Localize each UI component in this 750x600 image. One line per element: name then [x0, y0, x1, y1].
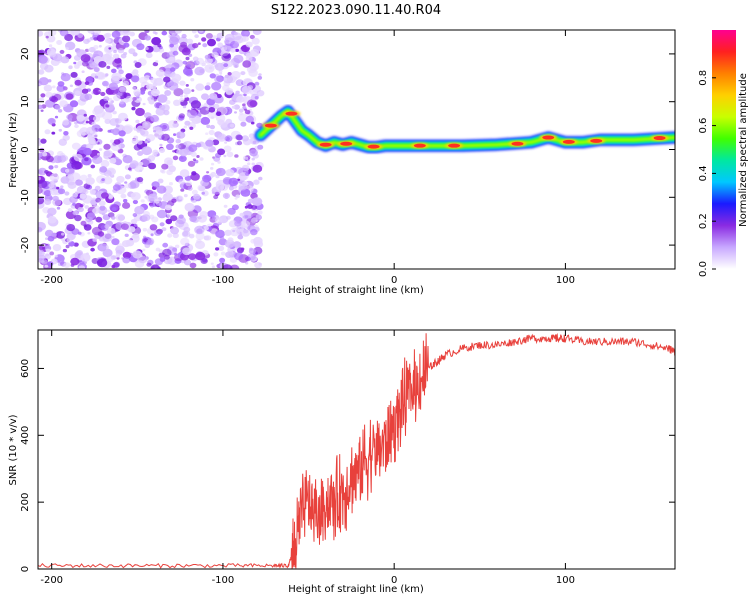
spectrogram-ytick-label: -10: [20, 189, 31, 205]
snr-xtick-label: -200: [40, 575, 63, 586]
colorbar-label: Normalized spectral amplitude: [738, 73, 749, 227]
spectrogram-xtick-label: 100: [556, 275, 575, 286]
snr-xtick-label: 100: [556, 575, 575, 586]
spectrogram-xtick-label: 0: [391, 275, 397, 286]
snr-ytick-label: 600: [20, 359, 31, 378]
spectrogram-xtick-label: -100: [212, 275, 235, 286]
colorbar: 0.0 0.2 0.4 0.6 0.8 Normalized spectral ampl…: [698, 30, 749, 277]
spectrogram-ytick-label: 0: [20, 146, 31, 152]
snr-ytick-label: 200: [20, 493, 31, 512]
noise-region: [38, 30, 265, 269]
colorbar-tick-label: 0.8: [698, 70, 709, 86]
colorbar-gradient: [712, 30, 736, 269]
snr-series-line: [38, 333, 675, 569]
colorbar-tick-label: 0.0: [698, 261, 709, 277]
spectrogram-xtick-label: -200: [40, 275, 63, 286]
spectrogram-ytick-label: 20: [20, 48, 31, 61]
colorbar-tick-label: 0.4: [698, 165, 709, 181]
spectrogram-ytick-label: -20: [20, 237, 31, 253]
snr-ytick-label: 0: [20, 566, 31, 572]
spectrogram-xlabel: Height of straight line (km): [288, 285, 424, 296]
snr-xtick-label: -100: [212, 575, 235, 586]
snr-xlabel: Height of straight line (km): [288, 584, 424, 595]
colorbar-tick-label: 0.6: [698, 118, 709, 134]
figure-title: S122.2023.090.11.40.R04: [271, 3, 441, 18]
snr-ytick-label: 400: [20, 426, 31, 445]
snr-frame: [37, 329, 676, 570]
frequency-ridge: [254, 105, 675, 154]
snr-panel: -200 -100 0 100 0 200 400 600 Height of straigh…: [8, 329, 676, 595]
snr-xtick-label: 0: [391, 575, 397, 586]
colorbar-ticks: 0.0 0.2 0.4 0.6 0.8: [698, 70, 716, 277]
spectrogram-ytick-label: 10: [20, 95, 31, 108]
colorbar-tick-label: 0.2: [698, 213, 709, 229]
spectrogram-ylabel: Frequency (Hz): [8, 112, 19, 188]
snr-ylabel: SNR (10 * v/v): [8, 414, 19, 485]
snr-axes: -200 -100 0 100 0 200 400 600: [20, 330, 675, 586]
